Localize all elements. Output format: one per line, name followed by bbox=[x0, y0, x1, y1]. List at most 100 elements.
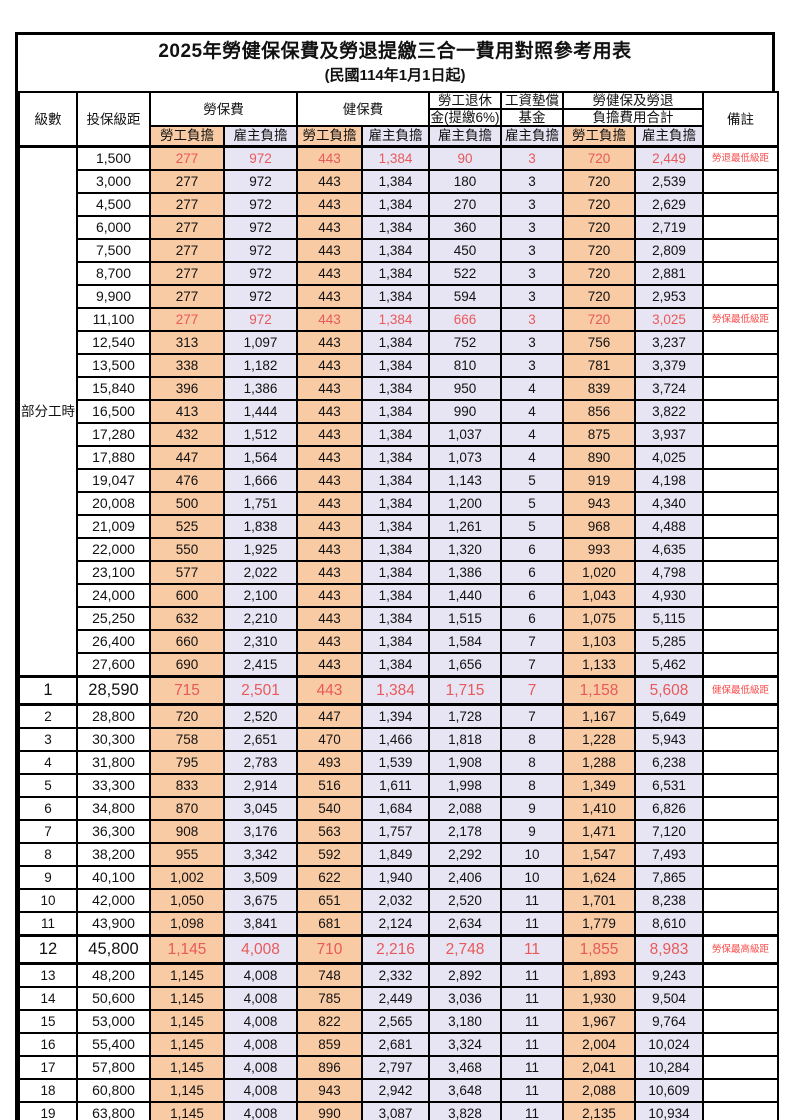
salary-bracket-cell: 1,500 bbox=[76, 145, 151, 171]
table-row: 11,100 277 972 443 1,384 666 3 720 3,025 勞保最低級距 bbox=[19, 307, 779, 332]
value-cell: 720 bbox=[562, 192, 636, 217]
value-cell: 10,024 bbox=[634, 1032, 704, 1057]
level-cell: 3 bbox=[18, 727, 78, 752]
remark-cell: 健保最低級距 bbox=[702, 675, 779, 706]
table-row: 7 36,300 908 3,176 563 1,757 2,178 9 1,471 7,120 bbox=[18, 819, 779, 844]
value-cell: 443 bbox=[296, 145, 363, 171]
header-wage-fund-line1: 工資墊償 bbox=[500, 91, 564, 110]
value-cell: 968 bbox=[562, 514, 636, 539]
header-pension-line1: 勞工退休 bbox=[428, 91, 502, 110]
table-row: 20,008 500 1,751 443 1,384 1,200 5 943 4,340 bbox=[19, 491, 779, 516]
remark-cell bbox=[702, 192, 779, 217]
table-row: 3,000 277 972 443 1,384 180 3 720 2,539 bbox=[19, 169, 779, 194]
value-cell: 600 bbox=[149, 583, 225, 608]
value-cell: 2,004 bbox=[562, 1032, 636, 1057]
value-cell: 1,002 bbox=[149, 865, 225, 890]
value-cell: 443 bbox=[296, 514, 363, 539]
value-cell: 3 bbox=[500, 261, 564, 286]
value-cell: 1,779 bbox=[562, 911, 636, 937]
value-cell: 1,384 bbox=[361, 169, 430, 194]
table-row: 3 30,300 758 2,651 470 1,466 1,818 8 1,228 5,943 bbox=[18, 727, 779, 752]
salary-bracket-cell: 30,300 bbox=[76, 727, 151, 752]
header-labor-employee-share: 勞工負擔 bbox=[149, 125, 225, 148]
value-cell: 577 bbox=[149, 560, 225, 585]
value-cell: 1,539 bbox=[361, 750, 430, 775]
value-cell: 6,531 bbox=[634, 773, 704, 798]
value-cell: 720 bbox=[562, 215, 636, 240]
value-cell: 413 bbox=[149, 399, 225, 424]
value-cell: 3 bbox=[500, 353, 564, 378]
value-cell: 4,008 bbox=[223, 1078, 298, 1103]
value-cell: 1,228 bbox=[562, 727, 636, 752]
value-cell: 993 bbox=[562, 537, 636, 562]
value-cell: 522 bbox=[428, 261, 502, 286]
remark-cell: 勞退最低級距 bbox=[702, 145, 779, 171]
value-cell: 516 bbox=[296, 773, 363, 798]
value-cell: 360 bbox=[428, 215, 502, 240]
value-cell: 2,783 bbox=[223, 750, 298, 775]
value-cell: 1,444 bbox=[223, 399, 298, 424]
value-cell: 1,584 bbox=[428, 629, 502, 654]
remark-cell bbox=[702, 330, 779, 355]
value-cell: 10,609 bbox=[634, 1078, 704, 1103]
value-cell: 1,751 bbox=[223, 491, 298, 516]
value-cell: 432 bbox=[149, 422, 225, 447]
salary-bracket-cell: 55,400 bbox=[76, 1032, 151, 1057]
fee-reference-table: 2025年勞健保保費及勞退提繳三合一費用對照參考用表 (民國114年1月1日起)… bbox=[15, 32, 779, 1120]
value-cell: 3 bbox=[500, 238, 564, 263]
value-cell: 1,384 bbox=[361, 261, 430, 286]
value-cell: 3,828 bbox=[428, 1101, 502, 1120]
value-cell: 1,097 bbox=[223, 330, 298, 355]
value-cell: 277 bbox=[149, 261, 225, 286]
value-cell: 10 bbox=[500, 842, 564, 867]
value-cell: 1,386 bbox=[428, 560, 502, 585]
value-cell: 2,415 bbox=[223, 652, 298, 678]
value-cell: 972 bbox=[223, 215, 298, 240]
value-cell: 1,394 bbox=[361, 703, 430, 729]
value-cell: 2,520 bbox=[428, 888, 502, 913]
value-cell: 1,384 bbox=[361, 422, 430, 447]
value-cell: 1,200 bbox=[428, 491, 502, 516]
value-cell: 277 bbox=[149, 307, 225, 332]
remark-cell bbox=[702, 514, 779, 539]
table-row: 13 48,200 1,145 4,008 748 2,332 2,892 11 1,893 9,… bbox=[18, 962, 779, 988]
header-remark: 備註 bbox=[702, 91, 779, 148]
salary-bracket-cell: 8,700 bbox=[76, 261, 151, 286]
value-cell: 3 bbox=[500, 330, 564, 355]
value-cell: 4,008 bbox=[223, 1055, 298, 1080]
value-cell: 1,037 bbox=[428, 422, 502, 447]
value-cell: 1,728 bbox=[428, 703, 502, 729]
value-cell: 5,115 bbox=[634, 606, 704, 631]
value-cell: 500 bbox=[149, 491, 225, 516]
remark-cell bbox=[702, 238, 779, 263]
level-cell: 12 bbox=[18, 934, 78, 965]
salary-bracket-cell: 38,200 bbox=[76, 842, 151, 867]
salary-bracket-cell: 36,300 bbox=[76, 819, 151, 844]
value-cell: 11 bbox=[500, 1078, 564, 1103]
value-cell: 525 bbox=[149, 514, 225, 539]
value-cell: 443 bbox=[296, 445, 363, 470]
value-cell: 3,509 bbox=[223, 865, 298, 890]
remark-cell bbox=[702, 583, 779, 608]
value-cell: 3 bbox=[500, 307, 564, 332]
value-cell: 563 bbox=[296, 819, 363, 844]
value-cell: 9,243 bbox=[634, 962, 704, 988]
salary-bracket-cell: 31,800 bbox=[76, 750, 151, 775]
value-cell: 11 bbox=[500, 1101, 564, 1120]
header-wage-fund-employer-share: 雇主負擔 bbox=[500, 125, 564, 148]
table-body: 部分工時 1,500 277 972 443 1,384 90 3 720 2,449 勞退最低級距… bbox=[18, 145, 779, 1120]
value-cell: 3,025 bbox=[634, 307, 704, 332]
value-cell: 1,145 bbox=[149, 962, 225, 988]
value-cell: 972 bbox=[223, 307, 298, 332]
value-cell: 1,384 bbox=[361, 652, 430, 678]
value-cell: 540 bbox=[296, 796, 363, 821]
salary-bracket-cell: 6,000 bbox=[76, 215, 151, 240]
value-cell: 1,073 bbox=[428, 445, 502, 470]
value-cell: 1,349 bbox=[562, 773, 636, 798]
value-cell: 1,818 bbox=[428, 727, 502, 752]
salary-bracket-cell: 3,000 bbox=[76, 169, 151, 194]
table-row: 9,900 277 972 443 1,384 594 3 720 2,953 bbox=[19, 284, 779, 309]
table-row: 23,100 577 2,022 443 1,384 1,386 6 1,020 4,798 bbox=[19, 560, 779, 585]
value-cell: 4 bbox=[500, 445, 564, 470]
value-cell: 1,611 bbox=[361, 773, 430, 798]
